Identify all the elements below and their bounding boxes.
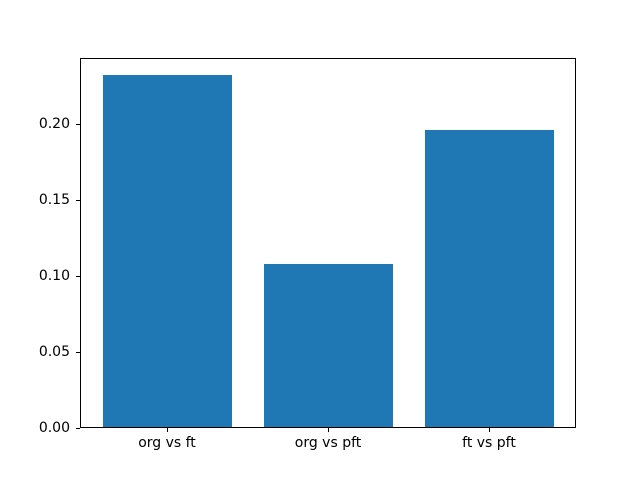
x-tick-mark-org-vs-ft: [167, 428, 168, 432]
bar-ft-vs-pft: [425, 130, 554, 428]
y-tick-label: 0.00: [38, 420, 70, 436]
x-tick-mark-org-vs-pft: [328, 428, 329, 432]
x-tick-mark-ft-vs-pft: [489, 428, 490, 432]
bar-org-vs-ft: [103, 75, 232, 428]
y-tick-mark-0.20: [76, 124, 80, 125]
y-tick-mark-0.00: [76, 428, 80, 429]
y-tick-label: 0.20: [38, 116, 70, 132]
y-tick-mark-0.05: [76, 352, 80, 353]
y-tick-mark-0.10: [76, 276, 80, 277]
y-tick-mark-0.15: [76, 200, 80, 201]
y-tick-label: 0.05: [38, 344, 70, 360]
x-tick-label: ft vs pft: [462, 435, 516, 451]
x-tick-label: org vs pft: [294, 435, 362, 451]
x-tick-label: org vs ft: [138, 435, 196, 451]
bar-org-vs-pft: [264, 264, 393, 428]
y-tick-label: 0.15: [38, 192, 70, 208]
y-tick-label: 0.10: [38, 268, 70, 284]
plot-area: [80, 58, 576, 428]
